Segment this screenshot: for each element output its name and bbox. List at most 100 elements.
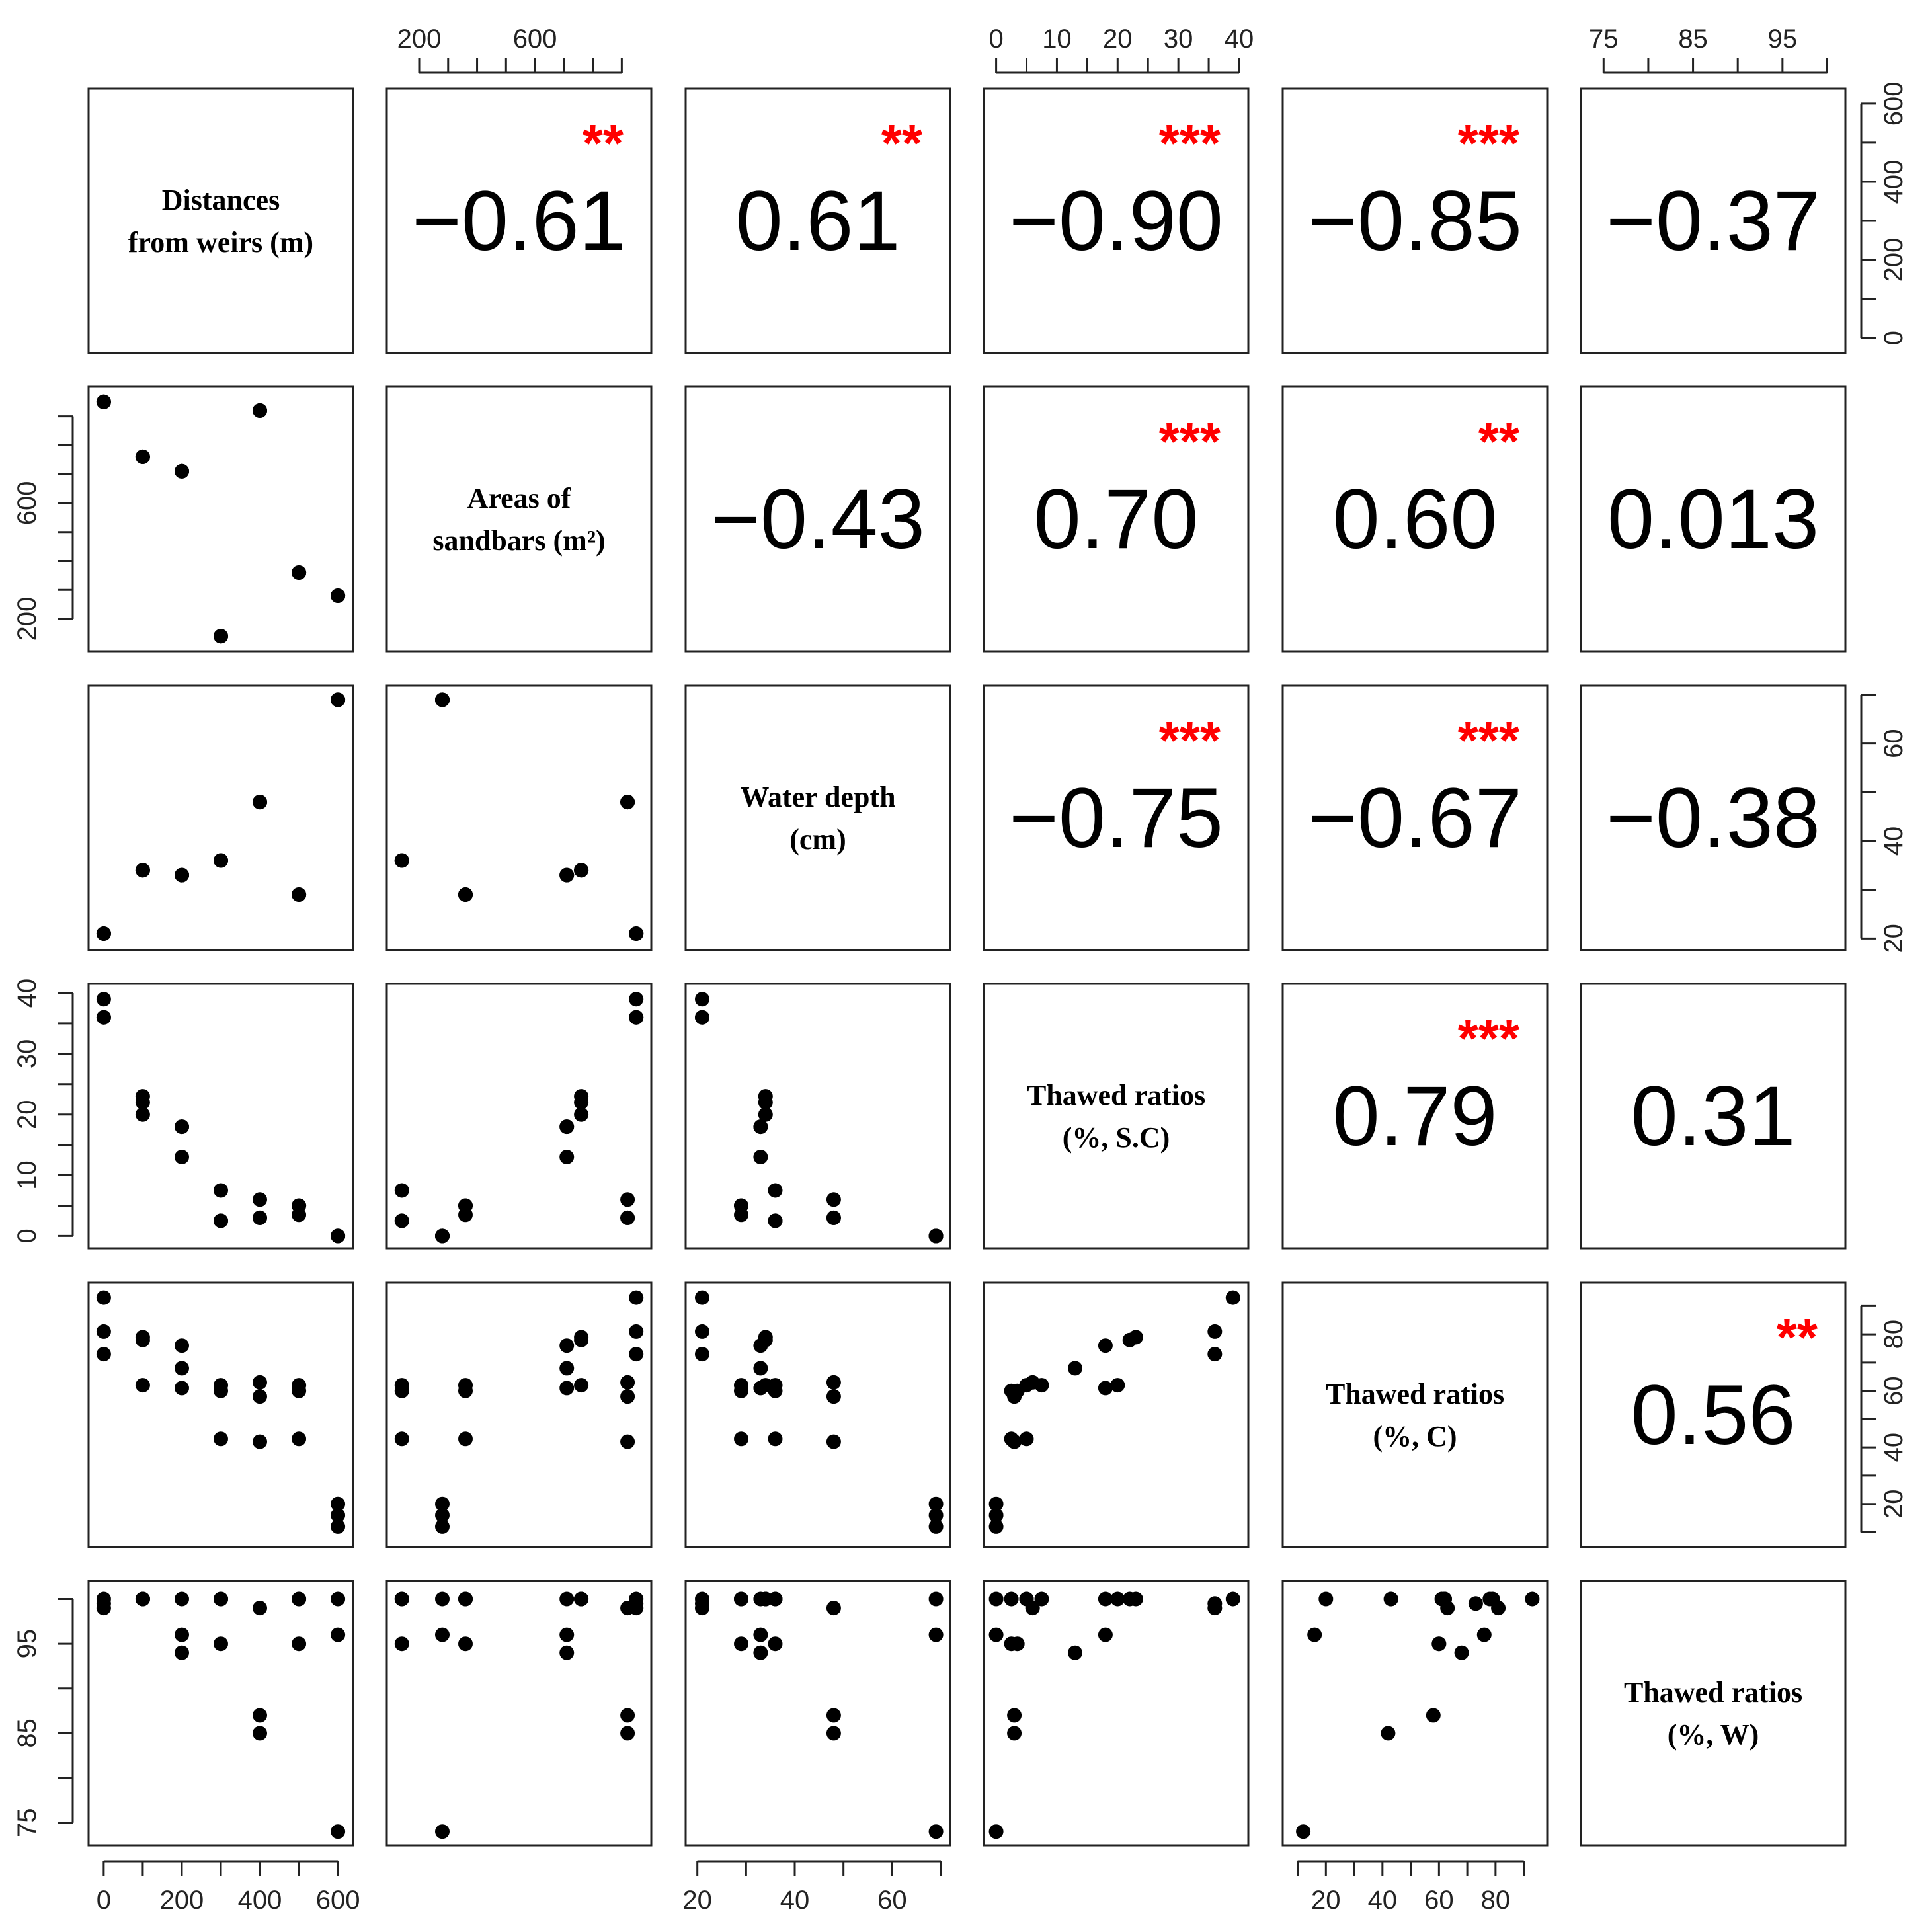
- scatter-point: [753, 1338, 768, 1353]
- y-tick-label: 0: [13, 1228, 42, 1243]
- scatter-point: [96, 1347, 111, 1362]
- x-tick-label: 85: [1678, 24, 1708, 54]
- panel-r4-c5: 0.79***: [1281, 983, 1549, 1250]
- scatter-point: [768, 1183, 783, 1198]
- variable-label-line: Thawed ratios: [1027, 1079, 1205, 1111]
- scatter-point: [988, 1519, 1004, 1534]
- scatter-point: [734, 1591, 748, 1607]
- scatter-point: [629, 1010, 644, 1025]
- scatter-point: [695, 992, 709, 1007]
- scatter-point: [135, 1107, 150, 1122]
- panel-r2-c2: Areas of sandbars (m²): [385, 385, 653, 653]
- y-tick-label: 10: [13, 1160, 42, 1190]
- panel-frame: [684, 385, 951, 653]
- panel-r4-c1: [87, 983, 354, 1250]
- scatter-point: [1110, 1378, 1125, 1393]
- panel-r2-c3: −0.43: [684, 385, 951, 653]
- scatter-point: [1122, 1332, 1137, 1347]
- y-tick-label: 200: [1879, 238, 1908, 282]
- scatter-point: [758, 1107, 773, 1122]
- panel-r2-c1: [87, 385, 354, 653]
- scatter-point: [928, 1519, 944, 1534]
- panel-r4-c3: [684, 983, 951, 1250]
- scatter-point: [1034, 1591, 1049, 1607]
- scatter-point: [574, 1107, 589, 1122]
- y-axis-row5: 20 40 60 80: [1860, 1304, 1908, 1533]
- correlation-value: −0.61: [412, 174, 626, 268]
- panel-frame: [983, 87, 1250, 354]
- panel-frame: [1281, 684, 1549, 951]
- variable-label-line: Areas of: [467, 482, 572, 514]
- scatter-point: [175, 1645, 189, 1660]
- scatter-point: [292, 1636, 307, 1652]
- scatter-point: [458, 1636, 473, 1652]
- scatter-point: [826, 1375, 841, 1390]
- panel-frame: [983, 983, 1250, 1250]
- scatter-point: [1004, 1591, 1019, 1607]
- panel-r4-c4: Thawed ratios (%, S.C): [983, 983, 1250, 1250]
- scatter-point: [331, 1507, 346, 1523]
- scatter-point: [988, 1496, 1004, 1511]
- scatter-point: [1482, 1591, 1498, 1607]
- y-tick-label: 20: [1879, 1489, 1908, 1519]
- x-tick-label: 60: [1424, 1886, 1454, 1915]
- scatter-point: [435, 1507, 450, 1523]
- scatter-point: [214, 629, 228, 644]
- panel-r3-c2: [385, 684, 653, 951]
- scatter-point: [559, 1119, 575, 1135]
- scatter-point: [559, 1627, 575, 1642]
- scatter-point: [253, 1601, 267, 1616]
- scatter-point: [768, 1383, 783, 1398]
- scatter-point: [253, 1375, 267, 1390]
- scatter-point: [135, 1378, 150, 1393]
- y-tick-label: 60: [1879, 1376, 1908, 1406]
- scatter-point: [753, 1591, 768, 1607]
- x-axis-col5: 20 40 60 80: [1297, 1860, 1525, 1915]
- scatter-point: [1098, 1381, 1113, 1396]
- panel-frame: [87, 87, 354, 354]
- scatter-point: [620, 795, 635, 810]
- correlation-value: −0.43: [711, 472, 925, 567]
- y-axis-row2: 200 600: [13, 415, 74, 641]
- scatter-point: [331, 692, 346, 707]
- panel-r6-c4: [983, 1580, 1250, 1847]
- variable-label-line: (%, W): [1668, 1718, 1759, 1751]
- panel-r1-c1: Distances from weirs (m): [87, 87, 354, 354]
- scatter-point: [96, 926, 111, 941]
- scatter-point: [435, 1228, 450, 1244]
- scatter-point: [826, 1708, 841, 1723]
- scatter-point: [620, 1601, 635, 1616]
- scatter-point: [175, 1150, 189, 1164]
- x-tick-label: 200: [160, 1886, 204, 1915]
- scatter-point: [96, 1010, 111, 1025]
- panel-r3-c6: −0.38: [1580, 684, 1847, 951]
- significance-stars: ***: [1458, 114, 1520, 173]
- panel-frame: [385, 87, 653, 354]
- scatter-point: [253, 1210, 267, 1225]
- panel-r3-c3: Water depth (cm): [684, 684, 951, 951]
- variable-label-line: (%, S.C): [1063, 1121, 1170, 1154]
- scatter-point: [1318, 1591, 1334, 1607]
- correlation-value: 0.79: [1332, 1069, 1497, 1164]
- scatter-point: [988, 1627, 1004, 1642]
- scatter-point: [394, 1383, 409, 1398]
- correlation-value: 0.56: [1630, 1368, 1795, 1463]
- scatter-point: [758, 1095, 773, 1110]
- scatter-point: [96, 992, 111, 1007]
- scatter-point: [175, 1591, 189, 1607]
- scatter-point: [1110, 1591, 1125, 1607]
- panel-frame: [983, 684, 1250, 951]
- x-axis-col2: 200 600: [397, 24, 623, 74]
- scatter-point: [559, 1381, 575, 1396]
- scatter-point: [394, 1183, 409, 1198]
- y-tick-label: 600: [1879, 81, 1908, 126]
- scatter-point: [559, 1645, 575, 1660]
- variable-label-line: Distances: [162, 184, 280, 216]
- scatter-point: [435, 1591, 450, 1607]
- panel-frame: [385, 1281, 653, 1548]
- scatter-point: [559, 1591, 575, 1607]
- scatter-point: [1007, 1434, 1022, 1449]
- panel-frame: [1281, 1281, 1549, 1548]
- scatter-point: [1098, 1338, 1113, 1353]
